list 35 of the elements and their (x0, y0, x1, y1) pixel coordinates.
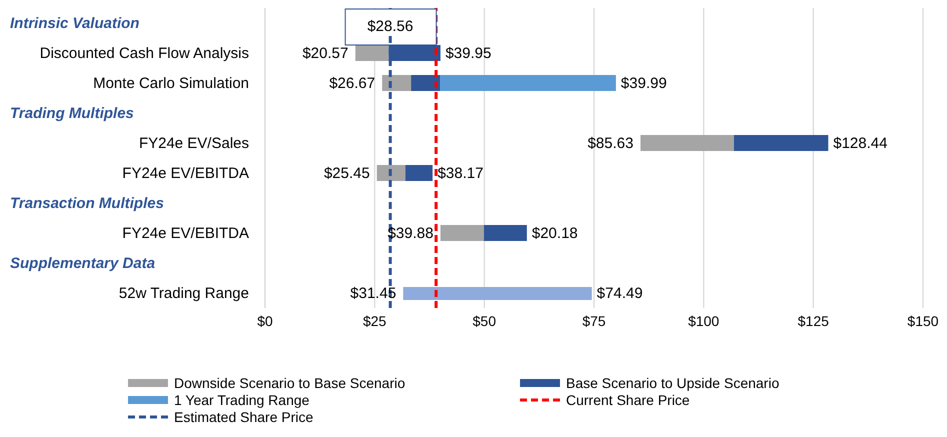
annotation: $20.18 (532, 225, 578, 242)
legend-label: Current Share Price (566, 392, 690, 408)
y-tick-label: Monte Carlo Simulation (93, 75, 249, 92)
annotation: $26.67 (329, 75, 376, 92)
annotation: $39.95 (445, 45, 492, 62)
y-tick-label: FY24e EV/Sales (138, 135, 249, 152)
text: Supplementary Data (10, 255, 156, 272)
annotation: $25.45 (324, 165, 370, 182)
annotation: $38.17 (438, 165, 484, 182)
annotation: $128.44 (833, 135, 888, 152)
x-tick-label: $25 (362, 312, 387, 329)
annotation: $31.45 (350, 285, 396, 302)
annotation: $28.56 (367, 18, 414, 35)
y-tick-label: FY24e EV/EBITDA (122, 165, 249, 182)
x-tick-label: $125 (798, 312, 830, 329)
x-tick-label: $150 (907, 312, 939, 329)
text: Trading Multiples (10, 105, 134, 122)
x-tick-label: $0 (257, 312, 273, 329)
annotation: $74.49 (596, 285, 643, 302)
annotation: $39.88 (388, 225, 434, 242)
legend-label: Base Scenario to Upside Scenario (566, 374, 780, 390)
annotation: $39.99 (620, 75, 667, 92)
x-tick-label: $100 (688, 312, 720, 329)
y-tick-label: Discounted Cash Flow Analysis (40, 45, 249, 62)
annotation: $85.63 (588, 135, 634, 152)
text: Transaction Multiples (10, 195, 164, 212)
annotation: $20.57 (302, 45, 348, 62)
legend-label: Estimated Share Price (174, 408, 314, 424)
legend-label: Downside Scenario to Base Scenario (174, 374, 406, 390)
text: Intrinsic Valuation (10, 15, 140, 32)
x-tick-label: $50 (472, 312, 496, 329)
y-tick-label: 52w Trading Range (118, 285, 249, 302)
y-tick-label: FY24e EV/EBITDA (122, 225, 249, 242)
x-tick-label: $75 (582, 312, 606, 329)
legend-label: 1 Year Trading Range (174, 392, 310, 408)
